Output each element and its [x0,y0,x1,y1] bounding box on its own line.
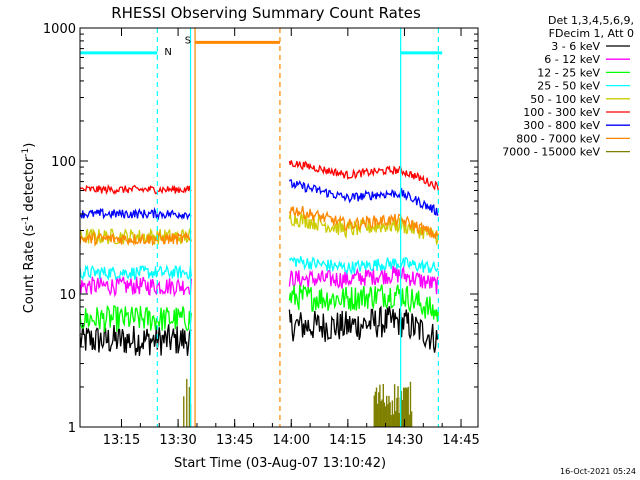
x-tick-label-2: 13:45 [216,433,253,448]
x-tick-label-6: 14:45 [442,433,479,448]
legend-entry-5: 100 - 300 keV [523,106,600,119]
series-line-1-pre [79,276,192,298]
legend-entry-3: 25 - 50 keV [537,80,600,93]
y-axis-label-end: ) [22,143,37,148]
series-line-3-pre [79,264,192,281]
series-line-0-pre [79,324,192,356]
series-line-0-post [288,305,440,353]
series-line-2-post [288,283,440,323]
y-axis-label-mid: detector [22,156,37,216]
annotation-label-s: S [185,35,191,46]
series-line-1-post [288,265,439,295]
y-axis: 1 10 100 1000 [43,22,478,436]
legend-header-line2: FDecim 1, Att 0 [549,27,634,40]
series-line-7-pre [79,231,192,247]
legend-entry-6: 300 - 800 keV [523,119,600,132]
x-tick-label-5: 14:30 [386,433,423,448]
legend-entry-0: 3 - 6 keV [551,40,600,53]
annotation-label-n: N [164,47,171,58]
y-axis-label: Count Rate (s-1 detector-1) [21,143,37,314]
series-2 [79,283,440,332]
legend-entry-4: 50 - 100 keV [530,93,600,106]
series-7 [79,205,439,247]
plot-area-frame [79,27,479,428]
legend-entry-1: 6 - 12 keV [544,53,600,66]
legend-entry-2: 12 - 25 keV [537,66,600,79]
x-axis: 13:15 13:30 13:45 14:00 14:15 14:30 14:45 [103,28,480,448]
x-axis-label: Start Time (03-Aug-07 13:10:42) [174,456,386,471]
series-line-6-pre [79,206,192,221]
chart-title: RHESSI Observing Summary Count Rates [111,4,421,22]
y-tick-label-3: 1000 [43,22,76,37]
series-line-3-post [288,256,439,276]
series-6 [79,179,439,221]
series-line-7-post [288,205,439,240]
series-line-2-pre [79,304,192,332]
series-0 [79,305,440,356]
y-axis-label-sup1: -1 [21,216,31,225]
y-tick-label-0: 1 [68,421,76,436]
x-tick-label-0: 13:15 [103,433,140,448]
series-line-5-pre [79,184,192,196]
legend-entry-8: 7000 - 15000 keV [502,146,600,159]
legend-entry-7: 800 - 7000 keV [516,132,600,145]
series-line-6-post [288,179,439,216]
y-axis-label-sup2: -1 [21,148,31,157]
y-tick-label-1: 10 [59,288,76,303]
timestamp: 16-Oct-2021 05:24 [560,467,636,476]
y-axis-label-main: Count Rate (s [22,225,37,314]
y-tick-label-2: 100 [51,155,76,170]
series-5 [79,160,440,196]
series-3 [79,256,439,281]
legend: Det 1,3,4,5,6,9, FDecim 1, Att 0 3 - 6 k… [502,14,634,159]
x-tick-label-1: 13:30 [159,433,196,448]
series-line-5-post [288,160,440,191]
x-tick-label-4: 14:15 [329,433,366,448]
x-tick-label-3: 14:00 [273,433,310,448]
series-1 [79,265,439,298]
legend-header-line1: Det 1,3,4,5,6,9, [548,14,634,27]
